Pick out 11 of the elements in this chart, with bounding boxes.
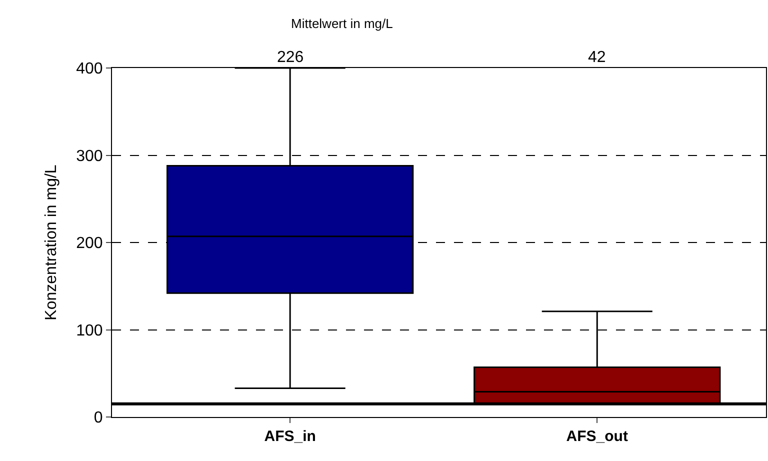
y-tick-label: 100: [76, 322, 103, 340]
x-tick-label: AFS_in: [264, 428, 316, 445]
text: Mittelwert in mg/L: [291, 16, 393, 31]
text: 42: [588, 49, 606, 66]
y-tick-label: 400: [76, 60, 103, 78]
y-axis-title: Konzentration in mg/L: [42, 164, 60, 320]
y-tick-label: 0: [94, 410, 103, 427]
y-tick-label: 200: [76, 235, 103, 252]
text: 226: [277, 49, 304, 66]
x-tick-label: AFS_out: [566, 428, 628, 445]
y-tick-label: 300: [76, 148, 103, 165]
